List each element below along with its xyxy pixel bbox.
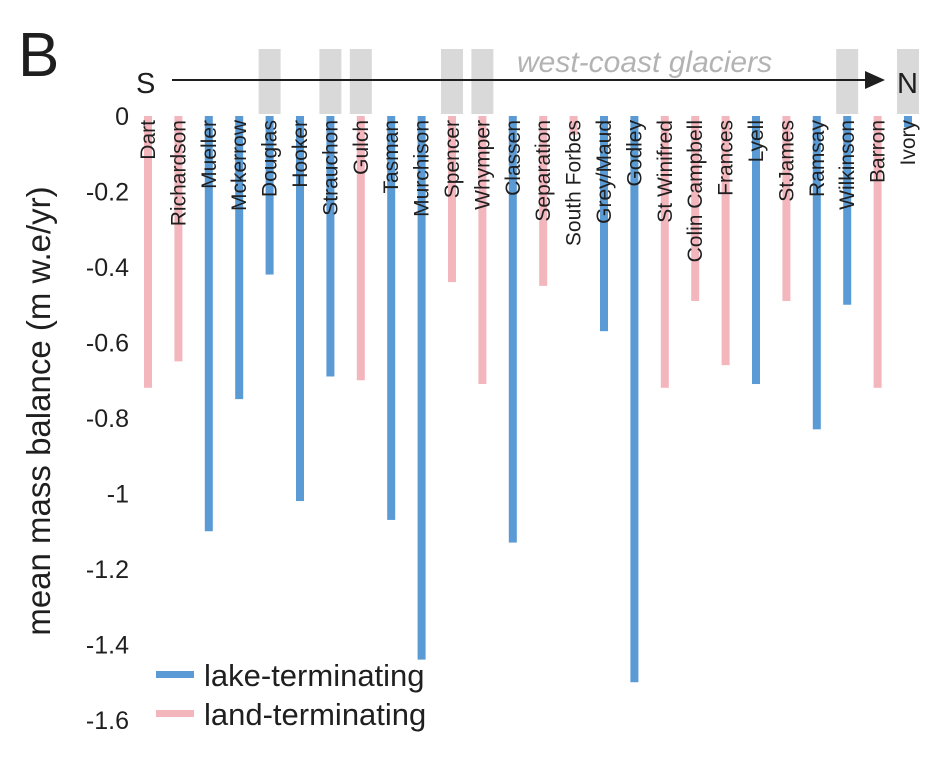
bar-whymper [478, 116, 487, 385]
category-label-dart: Dart [137, 120, 160, 160]
y-tick-label: 0 [115, 103, 129, 131]
category-label-murchison: Murchison [411, 120, 434, 217]
category-label-whymper: Whymper [471, 120, 494, 210]
legend-land-swatch [156, 710, 194, 717]
west-coast-highlight-wilkinson [836, 49, 859, 114]
bar-colin-campbell [691, 116, 700, 301]
category-label-barron: Barron [867, 120, 890, 183]
legend: lake-terminating land-terminating [156, 658, 426, 732]
y-tick-label: -1.4 [86, 632, 129, 660]
category-label-south-forbes: South Forbes [563, 120, 586, 246]
category-label-mckerrow: Mckerrow [228, 119, 251, 211]
bar-frances [721, 116, 730, 366]
category-label-ivory: Ivory [897, 120, 920, 166]
panel-label: B [18, 21, 59, 90]
category-label-grey-maud: Grey/Maud [593, 120, 616, 224]
bar-hooker [296, 116, 304, 502]
legend-land-label: land-terminating [204, 697, 426, 732]
direction-end-label: N [897, 68, 918, 100]
bar-spencer [448, 116, 456, 283]
bar-murchison [417, 116, 426, 660]
west-coast-highlight-whymper [471, 49, 494, 114]
category-label-strauchon: Strauchon [319, 120, 342, 216]
category-labels: Dart Richardson Mueller Mckerrow Douglas Hook… [137, 119, 920, 262]
bar-richardson [174, 116, 183, 362]
west-coast-highlight-ivory [897, 49, 919, 114]
y-tick-label: -0.4 [86, 254, 129, 282]
bar-gulch [356, 116, 365, 381]
category-label-mueller: Mueller [198, 120, 221, 189]
bars [144, 116, 912, 683]
bar-mckerrow [235, 116, 244, 400]
bar-south-forbes [569, 116, 578, 135]
category-label-wilkinson: Wilkinson [836, 120, 859, 210]
category-label-richardson: Richardson [167, 120, 190, 226]
y-axis-label: mean mass balance (m w.e/yr) [20, 186, 57, 635]
category-label-tasman: Tasman [380, 120, 403, 194]
category-label-lyell: Lyell [745, 120, 768, 162]
category-label-st-winifred: St Winifred [654, 120, 677, 223]
category-label-classen: Classen [502, 120, 525, 196]
bar-classen [508, 116, 517, 543]
west-coast-highlight-douglas [258, 49, 281, 114]
bar-douglas [265, 116, 274, 275]
y-tick-label: -0.6 [86, 330, 129, 358]
bar-separation [539, 116, 548, 286]
bar-st-winifred [660, 116, 669, 388]
y-tick-label: -0.2 [86, 179, 129, 207]
bar-wilkinson [843, 116, 852, 305]
y-tick-label: -0.8 [86, 405, 129, 433]
legend-lake-swatch [156, 671, 194, 678]
bar-strauchon [326, 116, 335, 377]
category-label-separation: Separation [532, 120, 555, 222]
y-tick-label: -1.6 [86, 707, 129, 735]
category-label-hooker: Hooker [289, 120, 312, 188]
bar-ivory [904, 116, 912, 128]
category-label-ramsay: Ramsay [806, 120, 829, 198]
category-label-frances: Frances [715, 120, 738, 196]
bar-stjames [782, 116, 791, 301]
bar-godley [630, 116, 639, 683]
category-label-spencer: Spencer [441, 120, 464, 198]
bar-lyell [752, 116, 760, 385]
bar-dart [144, 116, 152, 388]
bar-ramsay [812, 116, 821, 430]
bar-mueller [204, 116, 213, 532]
bar-barron [873, 116, 882, 388]
category-label-douglas: Douglas [259, 120, 282, 197]
y-tick-label: -1 [107, 481, 129, 509]
direction-arrow-head [865, 71, 885, 89]
west-coast-highlight-gulch [349, 49, 372, 114]
bar-tasman [387, 116, 396, 520]
y-tick-labels: 0 -0.2 -0.4 -0.6 -0.8 -1 -1.2 -1.4 -1.6 [86, 103, 129, 735]
category-label-stjames: StJames [775, 120, 798, 202]
y-tick-label: -1.2 [86, 556, 129, 584]
west-coast-highlights [258, 49, 919, 114]
category-label-godley: Godley [623, 120, 646, 187]
west-coast-highlight-strauchon [319, 49, 342, 114]
direction-start-label: S [136, 68, 155, 100]
category-label-gulch: Gulch [350, 120, 373, 175]
category-label-colin-campbell: Colin Campbell [684, 120, 707, 262]
legend-lake-label: lake-terminating [204, 658, 425, 693]
west-coast-label: west-coast glaciers [517, 46, 772, 79]
bar-grey-maud [600, 116, 608, 332]
west-coast-highlight-spencer [441, 49, 463, 114]
